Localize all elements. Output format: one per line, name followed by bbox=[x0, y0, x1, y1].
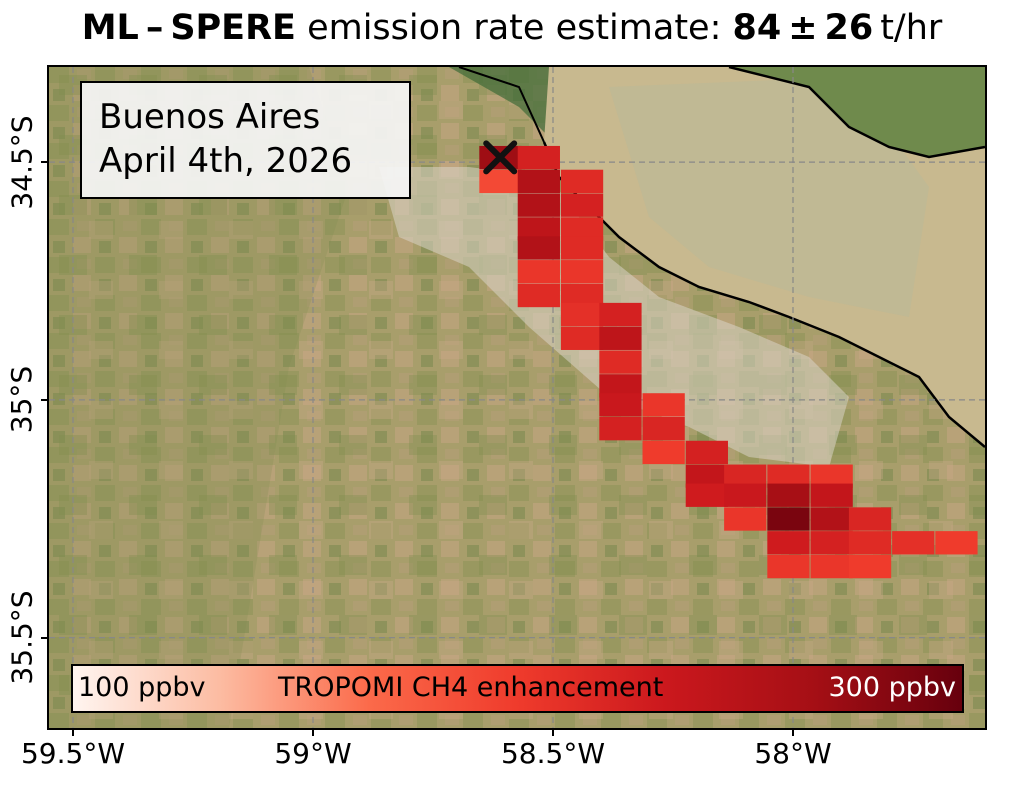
plume-cell bbox=[560, 169, 604, 194]
x-tick-mark bbox=[792, 730, 794, 736]
plume-cell bbox=[848, 531, 892, 555]
plume-cell bbox=[810, 507, 853, 531]
y-tick-label: 34.5°S bbox=[2, 102, 42, 222]
plume-cell bbox=[685, 464, 728, 488]
plume-cell bbox=[810, 531, 853, 555]
y-tick-mark bbox=[41, 636, 47, 639]
plume-cell bbox=[767, 483, 810, 507]
plume-cell bbox=[560, 193, 604, 217]
river-plate-water-highlight bbox=[609, 77, 929, 317]
plume-cell bbox=[599, 326, 642, 350]
plume-cell bbox=[517, 145, 560, 170]
plume-cell bbox=[724, 483, 767, 507]
plume-cell bbox=[810, 554, 853, 579]
plume-cell bbox=[767, 531, 810, 555]
plume-cell bbox=[560, 236, 604, 260]
y-tick-mark bbox=[41, 398, 47, 401]
plume-cell bbox=[599, 374, 642, 398]
plume-cell bbox=[560, 302, 604, 327]
y-tick-label: 35°S bbox=[2, 340, 42, 460]
plume-cell bbox=[517, 169, 560, 194]
colorbar-max-label: 300 ppbv bbox=[828, 672, 956, 703]
location-name: Buenos Aires bbox=[99, 97, 321, 137]
colorbar: 100 ppbv TROPOMI CH4 enhancement 300 ppb… bbox=[71, 664, 964, 713]
location-label-box: Buenos Aires April 4th, 2026 bbox=[80, 81, 411, 199]
plume-cell bbox=[599, 302, 642, 327]
pampa-green-region bbox=[49, 67, 349, 728]
x-tick-mark bbox=[312, 730, 314, 736]
plume-cell bbox=[724, 507, 767, 531]
y-tick-mark bbox=[41, 161, 47, 164]
plume-cell bbox=[599, 393, 642, 417]
uruguay-coast-land bbox=[729, 67, 985, 157]
plume-cell bbox=[560, 260, 604, 284]
plume-cell bbox=[685, 440, 728, 465]
methane-plume bbox=[479, 145, 978, 579]
y-tick-text: 35°S bbox=[5, 366, 39, 434]
y-tick-text: 35.5°S bbox=[5, 590, 39, 685]
x-tick-mark bbox=[72, 730, 74, 736]
plume-cell bbox=[517, 193, 560, 217]
chart-title: ML – SPERE emission rate estimate: 84 ± … bbox=[0, 4, 1024, 52]
plume-cell bbox=[767, 464, 810, 488]
observation-date: April 4th, 2026 bbox=[99, 141, 353, 181]
plume-cell bbox=[517, 283, 560, 308]
title-method: ML – SPERE bbox=[81, 8, 296, 48]
plume-cell bbox=[642, 440, 685, 465]
plume-cell bbox=[560, 217, 604, 241]
plume-cell bbox=[479, 169, 522, 194]
colorbar-title: TROPOMI CH4 enhancement bbox=[278, 672, 664, 703]
plume-cell bbox=[810, 483, 853, 507]
x-tick-label: 59°W bbox=[274, 737, 352, 770]
plume-cell bbox=[517, 260, 560, 284]
y-tick-label: 35.5°S bbox=[2, 578, 42, 698]
x-tick-mark bbox=[552, 730, 554, 736]
y-tick-text: 34.5°S bbox=[5, 115, 39, 210]
coastline-north bbox=[728, 67, 985, 159]
plume-cell bbox=[517, 217, 560, 241]
coastline-delta bbox=[458, 67, 545, 143]
plume-cell bbox=[642, 393, 685, 417]
colorbar-min-label: 100 ppbv bbox=[78, 672, 206, 703]
x-tick-label: 58.5°W bbox=[500, 737, 606, 770]
title-unit: t/hr bbox=[873, 8, 943, 48]
plume-cell bbox=[599, 350, 642, 374]
map-panel: Buenos Aires April 4th, 2026 100 ppbv TR… bbox=[47, 65, 987, 730]
plume-cell bbox=[685, 483, 728, 507]
plume-cell bbox=[517, 236, 560, 260]
title-value: 84 ± 26 bbox=[732, 8, 874, 48]
source-x-stroke bbox=[483, 140, 518, 175]
plume-cell bbox=[892, 531, 935, 555]
title-text: emission rate estimate: bbox=[295, 8, 733, 48]
plume-cell bbox=[724, 464, 767, 488]
x-tick-label: 59.5°W bbox=[20, 737, 126, 770]
plume-cell bbox=[848, 554, 892, 579]
plume-cell bbox=[810, 464, 853, 488]
plume-cell bbox=[935, 531, 978, 555]
plume-cell bbox=[560, 326, 604, 350]
x-tick-label: 58°W bbox=[754, 737, 832, 770]
plume-cell bbox=[767, 507, 810, 531]
plume-cell bbox=[599, 416, 642, 441]
plume-cell bbox=[848, 507, 892, 531]
source-x-marker bbox=[483, 140, 518, 175]
plume-cell bbox=[642, 416, 685, 441]
plume-cell bbox=[560, 283, 604, 308]
plume-cell bbox=[767, 554, 810, 579]
